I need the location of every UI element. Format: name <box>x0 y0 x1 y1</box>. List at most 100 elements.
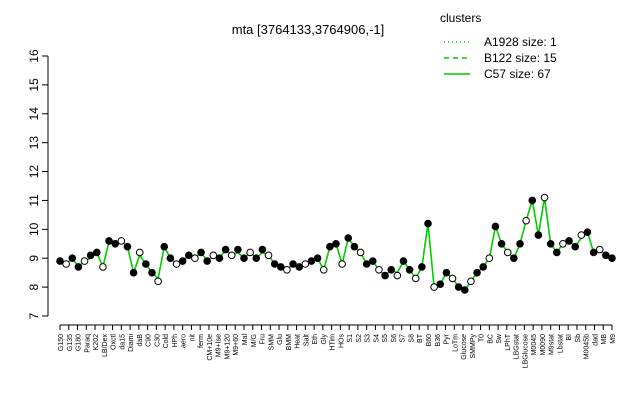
x-tick-label: M9stat <box>549 334 556 355</box>
data-point <box>93 248 101 257</box>
data-point <box>86 251 95 260</box>
x-tick-label: S8 <box>408 334 415 343</box>
y-tick-label: 13 <box>27 136 41 150</box>
chart-title: mta [3764133,3764906,-1] <box>232 22 385 37</box>
y-tick-label: 15 <box>27 78 41 92</box>
x-tick-label: B36 <box>435 334 442 347</box>
data-point <box>283 265 291 274</box>
x-tick-label: M9+Ise <box>216 334 223 357</box>
data-point <box>105 237 113 245</box>
x-tick-label: Eth <box>312 334 319 345</box>
x-tick-label: BI <box>566 334 573 341</box>
x-tick-label: C30 <box>154 334 161 347</box>
x-tick-label: Sw <box>496 333 503 344</box>
data-point <box>135 248 144 257</box>
x-tick-label: Lbstat <box>557 334 564 353</box>
x-tick-label: Heat <box>295 334 302 349</box>
data-point <box>185 251 193 260</box>
data-point <box>326 242 334 251</box>
data-point <box>295 263 304 271</box>
data-point <box>516 239 524 248</box>
data-point <box>344 234 353 242</box>
data-point <box>589 248 598 257</box>
data-point <box>74 263 83 271</box>
data-point <box>436 280 445 289</box>
y-axis: 7 8 9 10 11 12 13 14 15 16 <box>27 49 49 319</box>
x-tick-label: Salt <box>303 334 310 346</box>
y-tick-label: 16 <box>27 49 41 63</box>
x-tick-label: G180 <box>76 334 83 351</box>
x-tick-label: Glucose <box>461 334 468 360</box>
data-point <box>227 251 236 260</box>
data-point <box>467 277 475 286</box>
x-tick-label: T0 <box>479 334 486 342</box>
x-tick-label: Paraq <box>84 334 91 353</box>
data-point <box>583 228 592 237</box>
data-point <box>240 254 248 263</box>
data-point <box>350 242 359 251</box>
x-tick-label: Diami <box>128 334 135 352</box>
y-tick-label: 10 <box>27 222 41 236</box>
data-point <box>473 268 481 277</box>
data-point <box>301 260 310 268</box>
x-tick-label: BT <box>417 333 424 343</box>
x-tick-label: Oxctl <box>111 334 118 350</box>
x-tick-label: B60 <box>426 334 433 347</box>
data-point <box>399 257 408 265</box>
x-tick-label: M9+60 <box>233 334 240 356</box>
data-point <box>565 237 573 245</box>
data-point <box>375 265 383 274</box>
data-point <box>313 254 322 263</box>
x-tick-label: Gly <box>321 334 328 345</box>
x-tick-label: S7 <box>400 334 407 343</box>
x-tick-label: HTim <box>330 334 337 351</box>
x-tick-label: dad <box>592 334 599 346</box>
x-tick-label: LoTm <box>452 334 459 352</box>
x-tick-label: S1 <box>347 334 354 343</box>
data-point <box>497 239 506 248</box>
data-point <box>522 216 530 225</box>
data-point <box>191 254 199 263</box>
x-tick-label: S3 <box>365 334 372 343</box>
data-point <box>203 257 211 265</box>
data-point <box>571 242 580 251</box>
data-point <box>129 268 138 277</box>
data-point <box>387 265 396 274</box>
data-point <box>356 248 365 257</box>
x-tick-label: M9 <box>610 334 617 344</box>
x-tick-label: nit <box>189 334 196 341</box>
x-tick-label: HOs <box>338 334 345 349</box>
y-tick-label: 14 <box>27 107 41 121</box>
data-point <box>424 219 432 228</box>
x-tick-label: Mal <box>242 334 249 346</box>
data-point <box>166 254 175 263</box>
data-point <box>160 242 169 251</box>
x-tick-label: S2 <box>356 334 363 343</box>
data-point <box>332 239 340 248</box>
x-tick-label: aero <box>181 334 188 348</box>
x-tick-label: M9+120 <box>224 334 231 360</box>
data-point <box>270 260 279 268</box>
data-point <box>111 239 119 248</box>
legend-title: clusters <box>440 11 481 25</box>
x-tick-label: SMM <box>268 334 275 351</box>
data-point <box>553 248 561 257</box>
data-point <box>430 283 438 291</box>
data-point <box>503 248 512 257</box>
x-tick-label: SMMPy <box>470 334 477 359</box>
x-tick-label: Sb <box>575 334 582 343</box>
data-point <box>62 260 70 268</box>
x-tick-label: Pyr <box>444 333 451 344</box>
data-point <box>602 251 610 260</box>
legend-label: C57 size: 67 <box>484 67 551 81</box>
data-point <box>338 260 346 268</box>
data-point <box>178 257 187 265</box>
data-point <box>479 263 488 271</box>
data-point <box>246 248 254 257</box>
data-point <box>264 251 273 260</box>
legend-label: B122 size: 15 <box>484 51 557 65</box>
data-point <box>534 231 543 239</box>
x-tick-label: G135 <box>67 334 74 351</box>
data-point <box>454 283 463 291</box>
